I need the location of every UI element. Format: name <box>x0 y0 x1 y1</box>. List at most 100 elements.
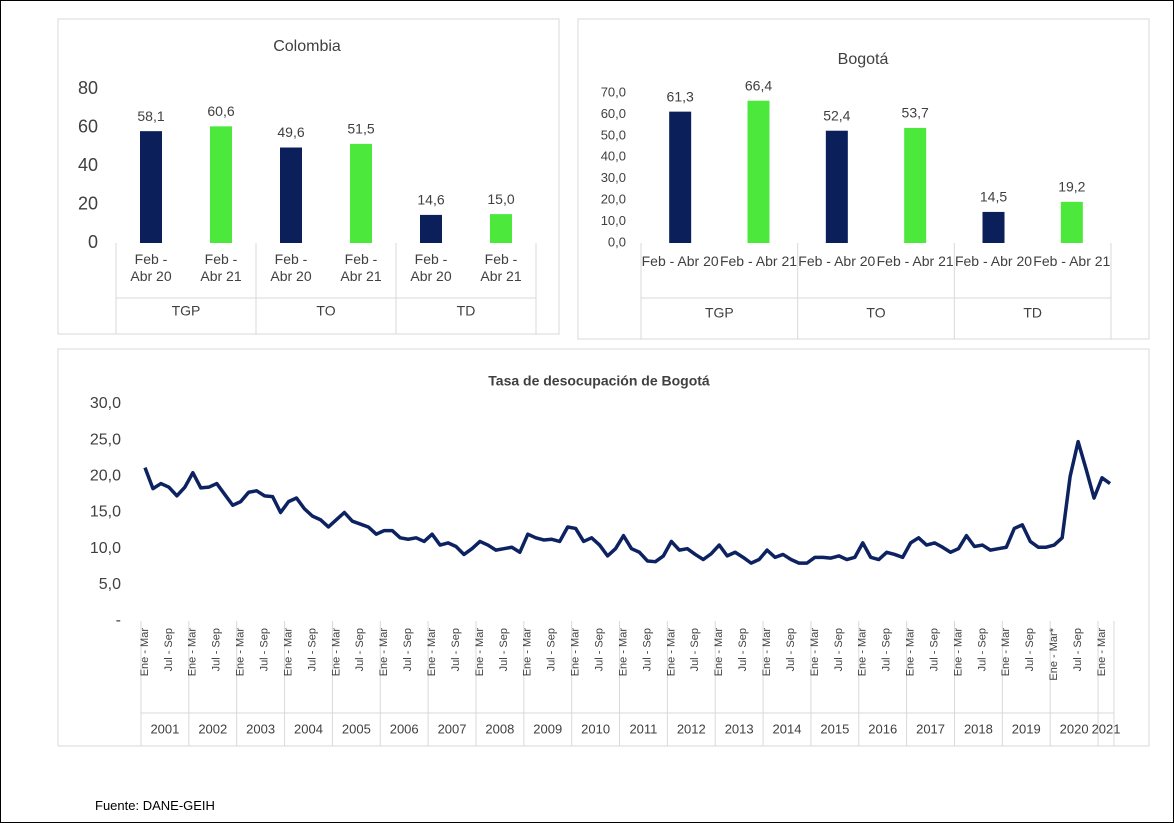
y-tick-label: 40,0 <box>601 149 626 164</box>
chart-frame <box>57 348 1150 747</box>
y-tick-label: 0,0 <box>608 234 626 249</box>
x-tick-label: Ene - Mar <box>187 628 199 677</box>
x-tick-label: Jul - Sep <box>211 628 223 671</box>
bar <box>420 214 442 243</box>
x-tick-label: Jul - Sep <box>593 628 605 671</box>
x-tick-label: Jul - Sep <box>881 628 893 671</box>
group-label: TGP <box>172 303 201 319</box>
x-tick-label: Ene - Mar <box>426 628 438 677</box>
category-label: Feb - Abr 21 <box>480 251 522 284</box>
x-tick-label: Ene - Mar <box>713 628 725 677</box>
x-tick-label: Jul - Sep <box>1024 628 1036 671</box>
group-label: 2014 <box>773 721 802 736</box>
x-tick-label: Jul - Sep <box>737 628 749 671</box>
x-tick-label: Ene - Mar <box>809 628 821 677</box>
line <box>143 439 1112 565</box>
x-tick-label: Ene - Mar <box>1000 628 1012 677</box>
y-tick-label: 5,0 <box>99 576 121 593</box>
bar <box>982 211 1005 243</box>
x-tick-label: Jul - Sep <box>785 628 797 671</box>
x-tick-label: Ene - Mar* <box>1048 627 1060 680</box>
x-tick-label: Jul - Sep <box>354 628 366 671</box>
x-tick-label: Ene - Mar <box>235 628 247 677</box>
x-tick-label: Ene - Mar <box>617 628 629 677</box>
group-label: 2010 <box>581 721 610 736</box>
y-tick-label: 30,0 <box>601 170 626 185</box>
group-label: 2015 <box>820 721 849 736</box>
y-tick-label: 20 <box>78 193 98 213</box>
bar <box>825 130 848 243</box>
x-tick-label: Jul - Sep <box>641 628 653 671</box>
group-label: 2008 <box>485 721 514 736</box>
bar <box>490 214 512 243</box>
y-tick-label: 60,0 <box>601 106 626 121</box>
x-tick-label: Ene - Mar <box>857 628 869 677</box>
x-tick-label: Jul - Sep <box>689 628 701 671</box>
group-label: TD <box>457 303 476 319</box>
y-tick-label: 15,0 <box>90 504 121 521</box>
group-label: TO <box>316 303 335 319</box>
y-tick-label: 0 <box>88 232 98 252</box>
x-tick-label: Ene - Mar <box>474 628 486 677</box>
x-tick-label: Ene - Mar <box>139 628 151 677</box>
y-tick-label: 80 <box>78 78 98 98</box>
x-tick-label: Jul - Sep <box>1072 628 1084 671</box>
x-tick-label: Ene - Mar <box>570 628 582 677</box>
y-tick-label: 20,0 <box>601 192 626 207</box>
bar <box>1060 201 1083 243</box>
y-tick-label: 10,0 <box>90 540 121 557</box>
x-tick-label: Ene - Mar <box>522 628 534 677</box>
x-tick-label: Jul - Sep <box>928 628 940 671</box>
chart-frame <box>57 18 560 335</box>
value-label: 19,2 <box>1058 179 1085 195</box>
group-label: 2011 <box>629 721 657 736</box>
value-label: 51,5 <box>347 121 374 137</box>
bar <box>280 147 302 243</box>
y-tick-label: 30,0 <box>90 395 121 412</box>
category-label: Feb - Abr 20 <box>641 253 719 269</box>
value-label: 49,6 <box>277 124 304 140</box>
value-label: 15,0 <box>487 191 514 207</box>
group-label: 2020 <box>1060 721 1089 736</box>
chart-title: Bogotá <box>838 51 889 68</box>
category-label: Feb - Abr 20 <box>954 253 1033 269</box>
x-tick-label: Jul - Sep <box>976 628 988 671</box>
value-label: 53,7 <box>902 105 929 121</box>
x-tick-label: Ene - Mar <box>1096 628 1108 677</box>
x-tick-label: Jul - Sep <box>546 628 558 671</box>
category-label: Feb - Abr 20 <box>270 251 312 284</box>
x-tick-label: Jul - Sep <box>498 628 510 671</box>
category-label: Feb - Abr 21 <box>1033 253 1111 269</box>
group-label: 2013 <box>725 721 754 736</box>
y-tick-label: 70,0 <box>601 84 626 99</box>
group-label: 2005 <box>342 721 371 736</box>
group-label: 2004 <box>294 721 323 736</box>
y-tick-label: 40 <box>78 155 98 175</box>
category-label: Feb - Abr 21 <box>719 253 798 269</box>
group-label: 2001 <box>150 721 179 736</box>
value-label: 14,5 <box>980 189 1007 205</box>
bar <box>350 143 372 243</box>
x-tick-label: Ene - Mar <box>905 628 917 677</box>
group-label: 2003 <box>246 721 275 736</box>
bar <box>669 111 692 244</box>
y-tick-label: 25,0 <box>90 431 121 448</box>
group-label: 2019 <box>1012 721 1041 736</box>
x-tick-label: Jul - Sep <box>259 628 271 671</box>
x-tick-label: Jul - Sep <box>163 628 175 671</box>
value-label: 58,1 <box>137 108 164 124</box>
group-label: 2018 <box>964 721 993 736</box>
y-tick-label: - <box>116 612 121 629</box>
y-tick-label: 60 <box>78 116 98 136</box>
group-label: 2002 <box>198 721 227 736</box>
category-label: Feb - Abr 21 <box>876 253 954 269</box>
bar <box>904 127 927 243</box>
category-label: Feb - Abr 20 <box>798 253 876 269</box>
group-label: TD <box>1023 305 1042 321</box>
x-tick-label: Jul - Sep <box>402 628 414 671</box>
group-label: 2006 <box>390 721 419 736</box>
x-tick-label: Jul - Sep <box>306 628 318 671</box>
group-label: TO <box>866 305 885 321</box>
